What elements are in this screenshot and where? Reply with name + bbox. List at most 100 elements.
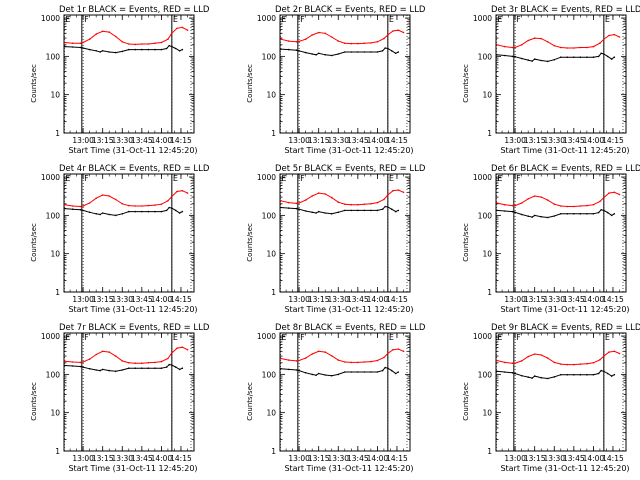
series-events-point bbox=[304, 51, 307, 54]
series-events-line bbox=[280, 367, 399, 377]
series-events-point bbox=[181, 367, 184, 370]
series-lld-point bbox=[280, 38, 282, 40]
series-events-point bbox=[121, 213, 124, 215]
marker-label: E bbox=[497, 333, 502, 342]
marker-label: E bbox=[389, 15, 394, 24]
series-lld-point bbox=[324, 193, 327, 195]
series-events-point bbox=[178, 368, 181, 371]
y-tick-label: 1 bbox=[55, 288, 60, 297]
series-lld-point bbox=[618, 193, 621, 196]
series-events-point bbox=[597, 55, 600, 58]
series-events-line bbox=[496, 370, 615, 380]
series-events-point bbox=[134, 367, 137, 370]
series-events-point bbox=[397, 371, 400, 373]
series-events-point bbox=[141, 48, 143, 51]
series-events-point bbox=[579, 373, 582, 376]
series-events-point bbox=[315, 374, 317, 377]
series-lld-point bbox=[603, 38, 605, 40]
panel: Det 1r BLACK = Events, RED = LLD 1 10 100 10… bbox=[30, 5, 210, 155]
x-tick-label: 13:45 bbox=[563, 136, 585, 145]
series-lld-point bbox=[613, 191, 616, 194]
series-lld-point bbox=[64, 360, 66, 363]
series-events-point bbox=[178, 50, 181, 52]
series-events-point bbox=[114, 214, 117, 217]
series-events-point bbox=[174, 366, 177, 368]
series-lld-point bbox=[337, 201, 340, 203]
x-tick-label: 14:00 bbox=[583, 136, 605, 145]
series-lld-point bbox=[579, 363, 582, 365]
series-events-point bbox=[370, 209, 372, 212]
series-lld-point bbox=[337, 359, 340, 361]
x-tick-label: 13:30 bbox=[327, 136, 349, 145]
series-events-point bbox=[546, 60, 549, 63]
series-lld-point bbox=[402, 350, 405, 353]
y-axis-label: Counts/sec bbox=[462, 223, 470, 262]
series-events-point bbox=[174, 209, 177, 212]
series-lld-point bbox=[121, 203, 124, 205]
series-events-point bbox=[384, 47, 387, 49]
series-events-point bbox=[514, 211, 516, 214]
series-events-point bbox=[134, 210, 137, 213]
series-lld-point bbox=[88, 38, 91, 40]
x-tick-label: 13:00 bbox=[72, 454, 94, 463]
x-tick-label: 13:15 bbox=[524, 136, 546, 145]
series-events-point bbox=[363, 371, 366, 373]
y-tick-label: 10 bbox=[50, 409, 60, 418]
series-lld-point bbox=[546, 199, 549, 201]
series-lld-point bbox=[82, 361, 84, 363]
series-events-point bbox=[160, 210, 163, 213]
series-lld-point bbox=[350, 203, 353, 206]
series-events-point bbox=[298, 369, 300, 372]
plot-frame bbox=[63, 14, 195, 134]
series-lld-point bbox=[317, 31, 320, 34]
series-events-point bbox=[603, 370, 605, 373]
y-axis-label: Counts/sec bbox=[246, 64, 254, 103]
series-lld-point bbox=[311, 34, 314, 36]
series-events-point bbox=[330, 54, 333, 57]
series-events-point bbox=[287, 48, 290, 51]
series-events-point bbox=[514, 372, 516, 375]
series-lld-point bbox=[540, 37, 542, 40]
series-events-point bbox=[597, 372, 600, 375]
series-events-point bbox=[511, 372, 514, 374]
series-events-point bbox=[603, 53, 605, 55]
series-events-point bbox=[95, 213, 97, 215]
series-lld-point bbox=[350, 361, 353, 364]
series-events-point bbox=[560, 213, 562, 215]
panel-title: Det 3r BLACK = Events, RED = LLD bbox=[491, 5, 640, 15]
x-tick-label: 13:15 bbox=[308, 454, 330, 463]
x-tick-label: 13:15 bbox=[308, 295, 330, 304]
x-tick-label: 13:30 bbox=[111, 454, 133, 463]
series-lld-point bbox=[71, 205, 74, 207]
series-events-point bbox=[531, 377, 533, 379]
series-events-point bbox=[128, 48, 130, 51]
series-events-point bbox=[560, 373, 562, 376]
series-lld-point bbox=[566, 47, 569, 49]
series-lld-point bbox=[324, 32, 327, 35]
panel-title: Det 4r BLACK = Events, RED = LLD bbox=[59, 164, 210, 174]
x-tick-label: 14:00 bbox=[151, 454, 173, 463]
y-tick-label: 10 bbox=[482, 91, 492, 100]
series-events-point bbox=[384, 366, 387, 369]
series-events-point bbox=[108, 369, 110, 372]
series-events-point bbox=[168, 44, 170, 47]
series-events-point bbox=[128, 210, 130, 213]
series-lld-point bbox=[304, 38, 307, 40]
series-lld-point bbox=[520, 44, 523, 46]
y-tick-label: 10 bbox=[482, 250, 492, 259]
x-tick-label: 13:15 bbox=[92, 454, 114, 463]
series-lld-point bbox=[503, 361, 506, 364]
series-events-point bbox=[174, 47, 177, 50]
y-tick-label: 1 bbox=[271, 288, 276, 297]
series-events-line bbox=[496, 209, 615, 219]
y-tick-label: 1000 bbox=[473, 14, 492, 23]
series-events-point bbox=[350, 51, 353, 53]
series-lld-point bbox=[287, 201, 290, 204]
y-axis-label: Counts/sec bbox=[246, 223, 254, 262]
series-events-point bbox=[324, 374, 327, 376]
x-tick-label: 13:30 bbox=[111, 295, 133, 304]
series-events-point bbox=[171, 45, 173, 48]
series-lld-point bbox=[181, 346, 184, 349]
panel: Det 2r BLACK = Events, RED = LLD 1 10 100 10… bbox=[246, 5, 426, 155]
marker-label: F bbox=[300, 333, 305, 342]
